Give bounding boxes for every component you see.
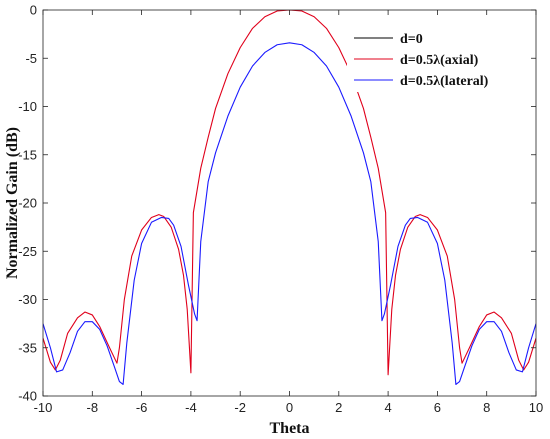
series-line-1 [43, 10, 536, 376]
y-tick-label: -10 [18, 99, 37, 114]
x-tick-label: 4 [384, 400, 391, 415]
y-tick-label: -25 [18, 244, 37, 259]
x-axis-ticks: -10 -8 -6 -4 -2 0 2 4 6 8 10 [34, 10, 543, 415]
y-tick-label: -5 [25, 51, 37, 66]
plot-area [43, 10, 536, 385]
x-tick-label: -4 [185, 400, 197, 415]
x-tick-label: -8 [87, 400, 99, 415]
y-tick-label: -15 [18, 147, 37, 162]
x-tick-label: -2 [234, 400, 246, 415]
series-layer [43, 10, 536, 385]
y-tick-label: -35 [18, 340, 37, 355]
legend-label-0: d=0 [400, 32, 423, 47]
y-axis-ticks: 0 -5 -10 -15 -20 -25 -30 -35 -40 [18, 3, 536, 404]
x-tick-label: 6 [434, 400, 441, 415]
y-tick-label: -40 [18, 389, 37, 404]
x-axis-title: Theta [270, 420, 310, 437]
x-tick-label: -10 [34, 400, 53, 415]
y-tick-label: 0 [30, 3, 37, 18]
y-tick-label: -20 [18, 196, 37, 211]
legend: d=0 d=0.5λ(axial) d=0.5λ(lateral) [347, 26, 528, 92]
x-tick-label: 0 [286, 400, 293, 415]
legend-label-2: d=0.5λ(lateral) [400, 74, 489, 89]
y-axis-title: Normalized Gain (dB) [4, 127, 21, 279]
x-tick-label: 2 [335, 400, 342, 415]
legend-label-1: d=0.5λ(axial) [400, 53, 479, 68]
x-tick-label: 10 [529, 400, 543, 415]
x-tick-label: 8 [483, 400, 490, 415]
series-line-2 [43, 42, 536, 385]
x-tick-label: -6 [136, 400, 148, 415]
y-tick-label: -30 [18, 292, 37, 307]
